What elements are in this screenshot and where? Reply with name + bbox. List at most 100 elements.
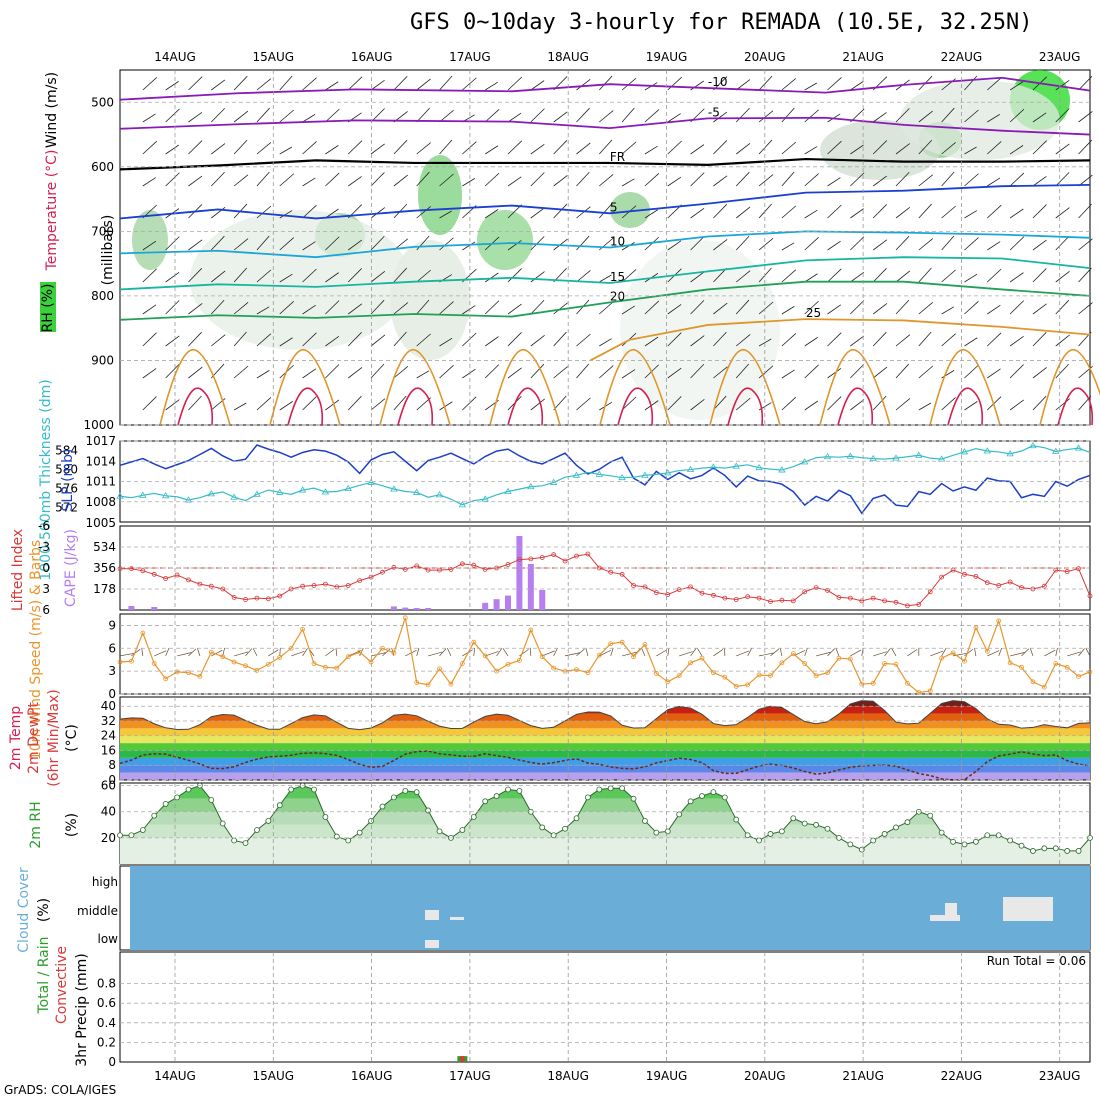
li-point — [962, 571, 967, 577]
rh-point — [162, 801, 169, 807]
wind-barb — [804, 146, 818, 155]
wind-speed-point — [300, 626, 305, 632]
wind-barb — [530, 271, 545, 283]
pressure-tick-label: 700 — [91, 224, 114, 238]
wind-barb — [1055, 108, 1070, 123]
wind-speed-point — [939, 655, 945, 661]
wind-barb — [462, 368, 476, 379]
wind-barb — [188, 366, 203, 379]
cloud-patch — [450, 917, 464, 920]
wind-barb — [781, 171, 795, 187]
li-point — [311, 583, 317, 588]
wind-barb — [850, 335, 865, 347]
wind-barb — [895, 270, 911, 283]
precip-ylabel: 3hr Precip (mm) — [74, 953, 90, 1066]
wind-barb-10m — [850, 649, 862, 657]
wind-barb — [142, 113, 156, 123]
wind-speed-point — [1007, 660, 1013, 666]
page-title: GFS 0~10day 3-hourly for REMADA (10.5E, … — [410, 10, 1033, 35]
rh-shading — [132, 210, 168, 270]
wind-barb — [781, 306, 795, 315]
wind-barb — [302, 141, 317, 155]
wind-barb — [530, 80, 545, 91]
wind-barb — [941, 235, 955, 251]
wind-barb — [370, 143, 385, 155]
wind-barb — [370, 235, 385, 251]
wind-barb — [188, 331, 202, 347]
wind-barb — [918, 267, 932, 283]
upper-ylabel-pressure: (millibars) — [100, 215, 116, 286]
wind-barb — [348, 176, 362, 187]
wind-barb — [553, 331, 567, 347]
wind-barb — [1055, 270, 1070, 283]
wind-barb — [507, 332, 522, 347]
rh-point — [733, 816, 740, 823]
slp-ylabel-thickness: 1000-500mb Thickness (dm) — [38, 379, 54, 580]
rh-tick-label: 60 — [101, 779, 116, 793]
wind-barb — [439, 237, 454, 251]
wind-speed-point — [414, 680, 420, 685]
wind-barb — [302, 368, 317, 379]
slp-tick-label: 1014 — [85, 454, 116, 468]
wind-barb-10m — [873, 651, 887, 657]
rh-point — [231, 837, 238, 844]
wind-barb — [599, 365, 614, 379]
wind-barb — [599, 301, 614, 315]
warm-contour — [379, 349, 451, 426]
rh-point — [995, 832, 1002, 839]
rh-point — [208, 797, 215, 803]
rh-point — [470, 814, 477, 820]
wind-barb — [256, 235, 270, 251]
wind-barb — [621, 269, 637, 283]
wind-barb — [507, 176, 522, 187]
wind-barb — [850, 300, 865, 315]
wind-barb — [576, 78, 591, 91]
thickness-point — [869, 454, 877, 462]
wind-barb — [850, 208, 864, 219]
wind-barb — [690, 80, 704, 91]
wind-barb — [598, 75, 613, 91]
thickness-point — [641, 471, 649, 478]
wind-barb — [781, 242, 795, 251]
cloud-level-label: middle — [77, 904, 118, 918]
wind-barb — [576, 333, 591, 347]
wind-barb-10m — [576, 648, 585, 657]
wind-speed-point — [448, 681, 454, 687]
wind-barb-10m — [690, 648, 697, 657]
wind-barb — [325, 208, 339, 219]
wind-speed-point — [129, 658, 134, 664]
thickness-tick-label: 580 — [55, 463, 78, 477]
wind-barb — [530, 172, 545, 187]
wind-barb — [758, 301, 774, 315]
isotherm-10 — [119, 230, 1091, 259]
wind-barb-10m — [154, 650, 167, 657]
wind-barb-10m — [553, 647, 558, 657]
wind-barb — [667, 113, 681, 123]
wind-barb-10m — [941, 648, 947, 657]
wind-ylabel: 10m Wind Speed (m/s) & Barbs — [28, 540, 44, 760]
wind-barb — [553, 111, 568, 123]
rh-tick-label: 20 — [101, 831, 116, 845]
warm-contour — [819, 349, 891, 426]
wind-barb — [781, 369, 795, 379]
wind-speed-point — [950, 650, 956, 656]
wind-barb-10m — [416, 647, 420, 656]
wind-barb — [713, 331, 727, 347]
wind-barb — [553, 140, 568, 155]
wind-barb-10m — [473, 647, 475, 656]
wind-barb — [370, 363, 385, 379]
wind-speed-point — [927, 688, 933, 694]
wind-barb — [918, 301, 934, 315]
thickness-point — [253, 490, 261, 497]
upper-ylabel-wind: Wind (m/s) — [44, 72, 60, 148]
thickness-point — [1006, 450, 1014, 457]
panel-frame-wind — [119, 613, 1091, 695]
wind-barb — [142, 77, 158, 91]
wind-barb — [621, 178, 635, 187]
wind-barb — [804, 82, 818, 91]
wind-barb — [256, 107, 270, 123]
wind-barb — [1055, 334, 1070, 347]
wind-barb — [941, 205, 956, 219]
wind-barb — [302, 204, 317, 219]
li-tick-label: -6 — [38, 519, 50, 533]
